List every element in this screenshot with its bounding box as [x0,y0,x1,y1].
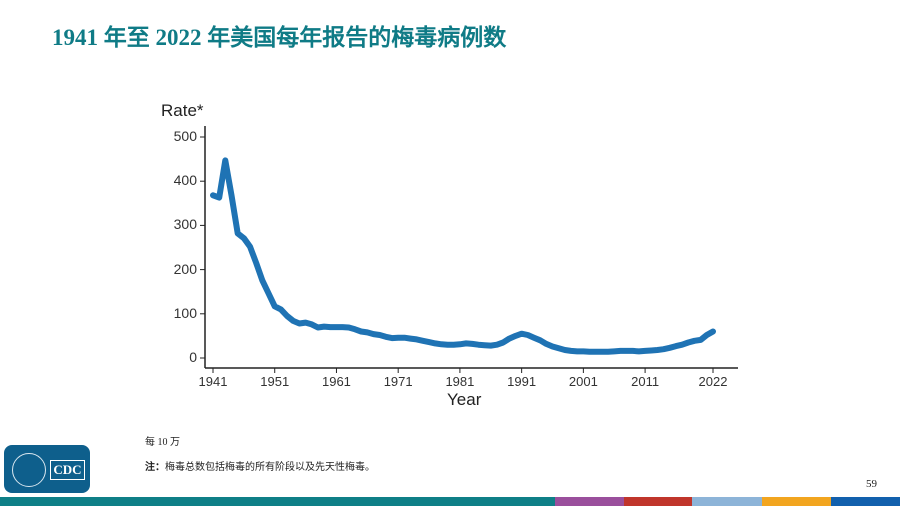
y-tick-label: 500 [173,128,197,144]
x-axis [205,367,738,373]
page-number: 59 [866,478,877,490]
x-tick-label: 1971 [383,374,413,389]
x-tick-label: 1991 [507,374,537,389]
color-bar-segment [831,497,900,506]
color-bar-segment [762,497,831,506]
y-tick-label: 100 [173,304,197,321]
x-tick-label: 1981 [445,374,475,389]
x-tick-label: 1951 [260,374,290,389]
unit-footnote: 每 10 万 [145,437,180,448]
note-footnote: 注：梅毒总数包括梅毒的所有阶段以及先天性梅毒。 [145,458,375,473]
x-tick-label: 2011 [631,374,660,389]
page-title: 1941 年至 2022 年美国每年报告的梅毒病例数 [52,25,507,50]
x-axis-label: Year [447,390,482,409]
cdc-logo: CDC [4,445,90,493]
x-tick-label: 2022 [698,374,728,389]
syphilis-rate-line [210,157,716,355]
color-bar-segment [692,497,762,506]
y-axis [200,126,206,368]
y-axis-label: Rate* [161,101,204,120]
cdc-logo-text: CDC [50,460,85,480]
x-tick-label: 2001 [568,374,598,389]
color-bar-segment [0,497,555,506]
color-bar-segment [624,497,692,506]
y-tick-label: 200 [173,260,197,277]
y-tick-label: 300 [173,216,197,233]
y-tick-label: 400 [173,172,197,189]
hhs-seal-icon [12,453,46,487]
note-label: 注： [145,462,165,473]
x-tick-label: 1941 [198,374,228,389]
y-tick-label: 0 [189,349,197,365]
note-text: 梅毒总数包括梅毒的所有阶段以及先天性梅毒。 [165,462,375,473]
color-bar-segment [555,497,624,506]
x-tick-label: 1961 [321,374,351,389]
